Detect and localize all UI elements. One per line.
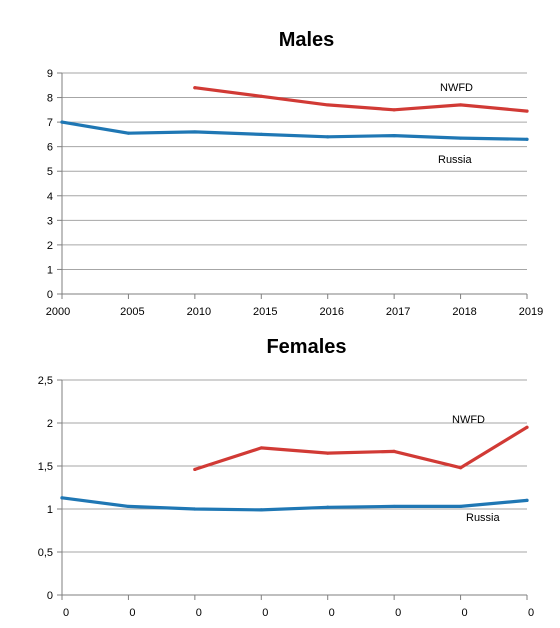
y-tick-label: 9: [47, 68, 53, 80]
y-tick-label: 1: [47, 264, 53, 276]
nwfd-point: [458, 466, 463, 470]
y-tick-label: 0: [47, 590, 53, 602]
nwfd-point: [525, 425, 529, 429]
y-tick-label: 2: [47, 418, 53, 430]
x-tick-label: 0: [528, 607, 534, 619]
y-tick-label: 3: [47, 215, 53, 227]
x-tick-label: 0: [63, 607, 69, 619]
chart-title: Females: [266, 336, 346, 358]
nwfd-series-line: [193, 425, 529, 471]
nwfd-point: [193, 86, 197, 90]
russia-series-line: [60, 120, 529, 141]
russia-point: [193, 130, 197, 134]
x-tick-label: 2010: [187, 306, 211, 318]
x-tick-label: 0: [262, 607, 268, 619]
russia-point: [326, 135, 330, 139]
x-tick-label: 0: [329, 607, 335, 619]
y-tick-label: 0: [47, 289, 53, 301]
russia-point: [525, 498, 529, 502]
nwfd-label: NWFD: [440, 82, 473, 94]
russia-label: Russia: [466, 512, 501, 524]
x-tick-label: 2005: [120, 306, 144, 318]
nwfd-point: [525, 109, 529, 113]
nwfd-point: [392, 108, 396, 112]
russia-point: [60, 120, 64, 124]
x-tick-label: 2015: [253, 306, 277, 318]
y-tick-label: 0,5: [38, 547, 53, 559]
russia-point: [525, 137, 529, 141]
nwfd-series-line: [193, 86, 529, 113]
x-tick-label: 2017: [386, 306, 410, 318]
nwfd-point: [392, 449, 396, 453]
russia-point: [458, 504, 463, 509]
russia-point: [259, 508, 263, 512]
y-tick-label: 2: [47, 240, 53, 252]
x-tick-label: 2000: [46, 306, 70, 318]
y-tick-label: 7: [47, 117, 53, 129]
chart-title: Males: [279, 29, 335, 51]
nwfd-point: [193, 467, 197, 472]
nwfd-point: [458, 103, 463, 107]
x-tick-label: 0: [395, 607, 401, 619]
russia-point: [193, 507, 197, 511]
x-tick-label: 2019: [519, 306, 543, 318]
y-tick-label: 1,5: [38, 461, 53, 473]
y-tick-label: 6: [47, 142, 53, 154]
russia-point: [458, 136, 463, 140]
russia-point: [60, 496, 64, 500]
russia-point: [126, 504, 131, 509]
nwfd-point: [326, 103, 330, 107]
nwfd-label: NWFD: [452, 414, 485, 426]
nwfd-point: [326, 451, 330, 455]
x-tick-label: 2018: [452, 306, 476, 318]
males-chart: Males 0 1 2 3 4 5 6 7 8 9 2000 2005 2010 2015 2016 2017 2…: [46, 29, 543, 318]
nwfd-point: [259, 446, 263, 450]
russia-series-line: [60, 496, 529, 512]
russia-point: [326, 505, 330, 509]
russia-label: Russia: [438, 154, 473, 166]
russia-point: [392, 504, 396, 509]
x-tick-label: 0: [129, 607, 135, 619]
y-tick-label: 5: [47, 166, 53, 178]
russia-point: [259, 132, 263, 136]
y-tick-label: 2,5: [38, 375, 53, 387]
y-tick-label: 4: [47, 191, 53, 203]
russia-point: [392, 134, 396, 138]
x-tick-label: 0: [196, 607, 202, 619]
x-tick-label: 0: [462, 607, 468, 619]
russia-point: [126, 131, 131, 135]
y-tick-label: 1: [47, 504, 53, 516]
x-tick-label: 2016: [319, 306, 343, 318]
nwfd-point: [259, 94, 263, 98]
y-tick-label: 8: [47, 93, 53, 105]
